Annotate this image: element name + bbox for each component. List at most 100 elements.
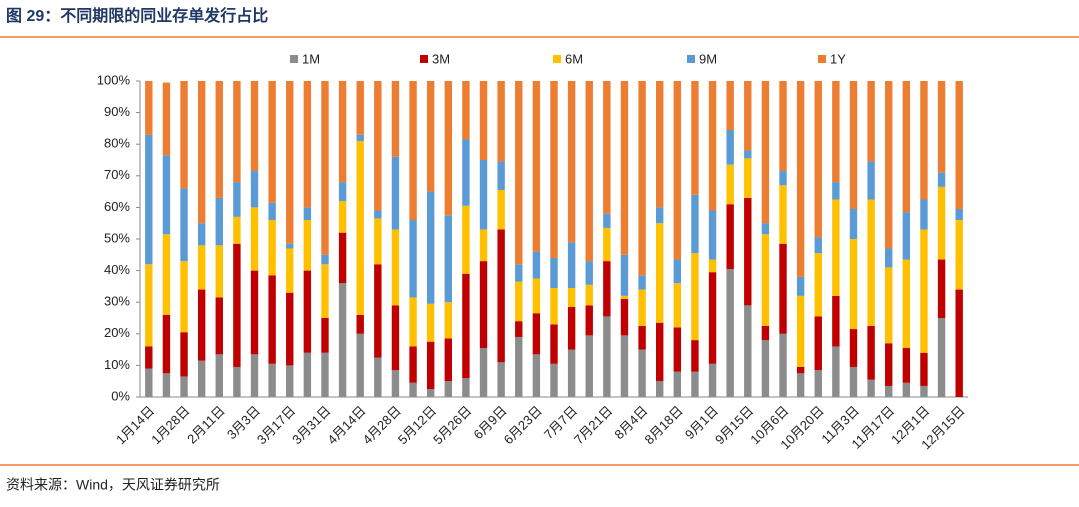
bar-segment bbox=[814, 81, 822, 238]
bar-segment bbox=[603, 227, 611, 262]
bar-segment bbox=[532, 81, 541, 252]
bar-segment bbox=[867, 81, 875, 162]
bar-segment bbox=[567, 287, 576, 307]
bar-segment bbox=[250, 207, 259, 271]
bar-segment bbox=[744, 197, 752, 306]
bar-segment bbox=[321, 254, 329, 265]
bar-segment bbox=[479, 81, 488, 160]
legend-swatch bbox=[290, 55, 298, 63]
bar-segment bbox=[761, 223, 770, 235]
bar-segment bbox=[286, 248, 294, 293]
bar-segment bbox=[550, 363, 558, 397]
bar-segment bbox=[902, 259, 911, 349]
bar-segment bbox=[761, 81, 770, 224]
bar-segment bbox=[515, 336, 523, 397]
bar-segment bbox=[708, 272, 717, 364]
legend-swatch bbox=[818, 55, 826, 63]
bar-segment bbox=[867, 161, 875, 200]
bar-segment bbox=[497, 190, 505, 230]
bar-segment bbox=[233, 243, 241, 367]
bar-segment bbox=[691, 194, 699, 254]
bar-segment bbox=[673, 283, 682, 328]
bar-segment bbox=[638, 81, 646, 276]
bar-segment bbox=[286, 292, 294, 366]
bar-segment bbox=[444, 215, 452, 303]
bar-segment bbox=[567, 306, 576, 350]
bar-segment bbox=[796, 366, 805, 374]
bar-segment bbox=[162, 373, 171, 397]
bar-segment bbox=[162, 82, 171, 156]
y-tick-label: 20% bbox=[104, 325, 130, 340]
bar-segment bbox=[550, 287, 558, 325]
bar-segment bbox=[920, 199, 928, 230]
legend-swatch bbox=[687, 55, 695, 63]
bar-segment bbox=[497, 229, 505, 363]
legend-label: 3M bbox=[432, 51, 450, 66]
bar-segment bbox=[197, 245, 206, 290]
x-tick-label: 9月15日 bbox=[712, 403, 756, 447]
bar-segment bbox=[391, 156, 400, 230]
bar-segment bbox=[233, 182, 241, 217]
x-tick-label: 2月11日 bbox=[184, 403, 228, 447]
bar-segment bbox=[409, 346, 417, 383]
bar-segment bbox=[532, 354, 541, 397]
bar-segment bbox=[937, 318, 946, 397]
bar-segment bbox=[391, 81, 400, 157]
legend-label: 6M bbox=[565, 51, 583, 66]
y-tick-label: 100% bbox=[97, 72, 131, 87]
bar-segment bbox=[515, 264, 523, 282]
bar-segment bbox=[391, 305, 400, 371]
bar-segment bbox=[656, 81, 664, 208]
bar-segment bbox=[356, 81, 364, 135]
bar-segment bbox=[462, 81, 470, 140]
bar-segment bbox=[356, 141, 364, 315]
bar-segment bbox=[867, 325, 875, 380]
bar-segment bbox=[233, 216, 241, 244]
y-tick-label: 40% bbox=[104, 262, 130, 277]
legend-label: 9M bbox=[699, 51, 717, 66]
bar-segment bbox=[532, 313, 541, 355]
bar-segment bbox=[197, 289, 206, 361]
x-tick-label: 8月18日 bbox=[642, 403, 686, 447]
bar-segment bbox=[656, 207, 664, 224]
bar-segment bbox=[374, 357, 382, 397]
bar-segment bbox=[444, 302, 452, 339]
bar-segment bbox=[867, 199, 875, 326]
source: 资料来源：Wind，天风证券研究所 bbox=[6, 477, 220, 493]
bar-segment bbox=[726, 164, 734, 205]
bar-segment bbox=[585, 305, 593, 336]
bar-segment bbox=[708, 363, 717, 397]
bar-segment bbox=[356, 333, 364, 397]
bar-segment bbox=[180, 188, 188, 262]
bar-segment bbox=[391, 370, 400, 397]
bar-segment bbox=[215, 354, 223, 397]
bar-segment bbox=[761, 325, 770, 341]
bar-segment bbox=[620, 81, 629, 255]
bar-segment bbox=[444, 381, 452, 397]
bar-segment bbox=[955, 208, 963, 221]
bar-segment bbox=[180, 376, 188, 397]
bar-segment bbox=[338, 232, 347, 284]
bar-segment bbox=[902, 348, 911, 383]
bar-segment bbox=[832, 295, 840, 347]
bar-segment bbox=[744, 81, 752, 151]
bar-segment bbox=[832, 346, 840, 397]
bar-segment bbox=[532, 251, 541, 279]
bar-segment bbox=[462, 205, 470, 274]
bar-segment bbox=[321, 81, 329, 255]
bar-segment bbox=[426, 389, 435, 397]
y-tick-label: 30% bbox=[104, 294, 130, 309]
bar-segment bbox=[197, 360, 206, 397]
bar-segment bbox=[145, 134, 153, 265]
y-tick-label: 0% bbox=[111, 388, 130, 403]
bar-segment bbox=[726, 269, 734, 397]
bar-segment bbox=[479, 229, 488, 262]
bar-segment bbox=[849, 81, 858, 209]
bar-segment bbox=[145, 346, 153, 369]
bar-segment bbox=[726, 81, 734, 130]
bar-segment bbox=[567, 81, 576, 243]
bar-segment bbox=[162, 314, 171, 374]
bar-segment bbox=[885, 81, 893, 249]
bar-segment bbox=[532, 278, 541, 314]
